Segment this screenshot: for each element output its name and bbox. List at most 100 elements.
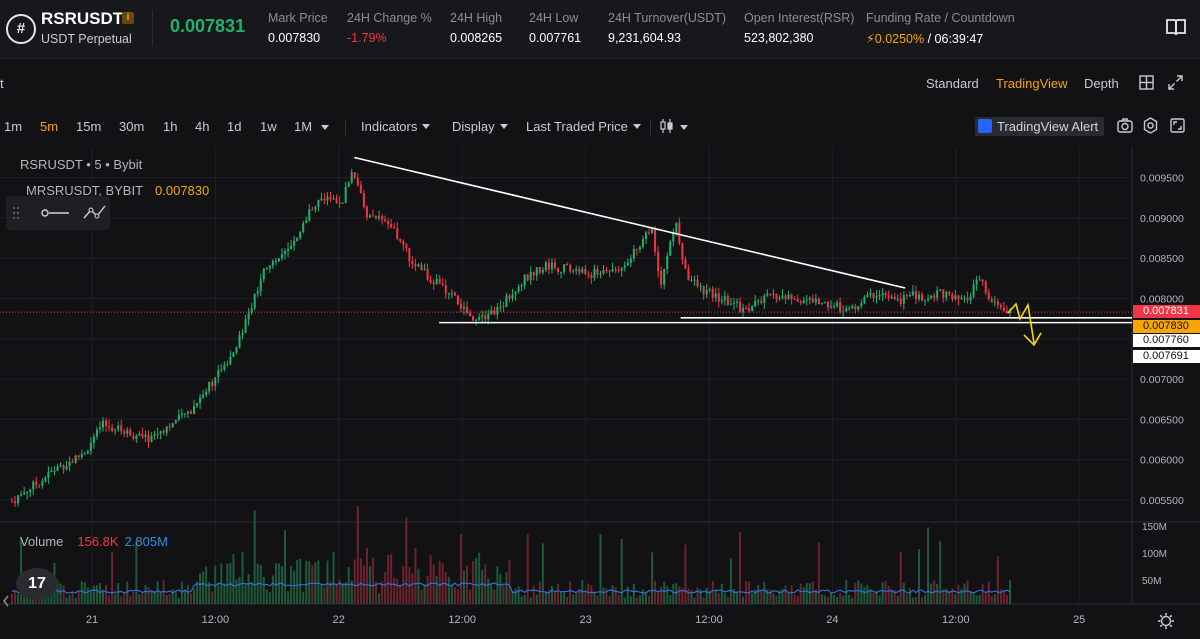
- tab-standard[interactable]: Standard: [926, 76, 979, 91]
- candle-body: [193, 405, 196, 414]
- volume-bar: [14, 590, 17, 604]
- indicators-dropdown[interactable]: Indicators: [361, 119, 431, 134]
- candle-body: [687, 268, 690, 281]
- tradingview-alert-button[interactable]: TradingView Alert: [975, 117, 1105, 136]
- volume-bar: [772, 593, 775, 604]
- candle-body: [590, 275, 593, 278]
- volume-bar: [287, 591, 290, 604]
- candlestick-type-icon[interactable]: [659, 118, 675, 134]
- candle-body: [338, 202, 341, 204]
- chart-type-caret-icon[interactable]: [680, 125, 688, 130]
- horizontal-line-tool-icon[interactable]: [40, 206, 70, 220]
- candle-body: [875, 296, 878, 298]
- volume-bar: [766, 589, 769, 604]
- scroll-left-arrow-icon[interactable]: [2, 594, 10, 608]
- info-icon[interactable]: i: [122, 12, 134, 24]
- candle-body: [59, 465, 62, 467]
- symbol-name[interactable]: RSRUSDT: [41, 9, 124, 28]
- candle-body: [508, 295, 511, 299]
- timeframe-30m[interactable]: 30m: [119, 119, 145, 134]
- drag-handle-icon[interactable]: [12, 205, 20, 221]
- volume-bar: [760, 590, 763, 604]
- volume-bar: [723, 593, 726, 604]
- timeframe-1d[interactable]: 1d: [227, 119, 242, 134]
- candle-body: [123, 431, 126, 434]
- volume-bar: [435, 575, 438, 604]
- volume-bar: [138, 594, 141, 604]
- candle-body: [672, 232, 675, 242]
- candle-body: [320, 198, 323, 201]
- timeframe-5m[interactable]: 5m: [40, 119, 59, 134]
- drawing-tools-panel: [6, 196, 110, 230]
- candle-body: [581, 269, 584, 273]
- volume-bar: [799, 583, 802, 604]
- candle-body: [735, 301, 738, 303]
- timeframe-1w[interactable]: 1w: [260, 119, 277, 134]
- volume-bar: [563, 592, 566, 604]
- candle-body: [478, 316, 481, 320]
- candle-body: [927, 298, 930, 300]
- candle-body: [432, 282, 435, 285]
- tab-depth[interactable]: Depth: [1084, 76, 1119, 91]
- timeframe-4h[interactable]: 4h: [195, 119, 210, 134]
- axis-settings-gear-icon[interactable]: [1157, 612, 1175, 630]
- timeframe-caret-icon[interactable]: [321, 125, 329, 130]
- candle-body: [969, 296, 972, 301]
- volume-bar: [95, 585, 98, 604]
- candle-body: [1005, 310, 1008, 314]
- time-tick-label: 23: [579, 614, 591, 626]
- drawing-annotations[interactable]: [354, 156, 1132, 347]
- time-axis[interactable]: 21 12:00 22 12:00 23 12:00 24 12:00 25: [86, 614, 1085, 626]
- candle-body: [238, 334, 241, 348]
- volume-bar: [359, 558, 362, 604]
- volume-bar: [732, 588, 735, 604]
- candle-body: [23, 492, 26, 495]
- volume-bar: [186, 585, 189, 604]
- volume-bar: [329, 581, 332, 604]
- timeframe-1m[interactable]: 1m: [4, 119, 23, 134]
- volume-bar: [265, 589, 268, 604]
- candle-body: [569, 265, 572, 272]
- volume-bar: [208, 582, 211, 604]
- volume-bar: [860, 583, 863, 604]
- left-edge-fragment: t: [0, 76, 4, 91]
- candle-body: [453, 292, 456, 296]
- expand-icon[interactable]: [1168, 75, 1183, 90]
- candle-body: [578, 268, 581, 273]
- volume-bar: [126, 581, 129, 604]
- stat-mark-price: Mark Price 0.007830: [268, 11, 328, 45]
- timeframe-1h[interactable]: 1h: [163, 119, 178, 134]
- timeframe-15m[interactable]: 15m: [76, 119, 102, 134]
- volume-bar: [790, 585, 793, 604]
- book-icon[interactable]: [1166, 18, 1186, 36]
- candle-body: [214, 377, 217, 386]
- tab-tradingview[interactable]: TradingView: [996, 76, 1068, 91]
- price-type-dropdown[interactable]: Last Traded Price: [526, 119, 641, 134]
- volume-bar: [626, 586, 629, 604]
- candle-body: [693, 279, 696, 281]
- settings-gear-icon[interactable]: [1142, 117, 1159, 134]
- path-tool-icon[interactable]: [82, 202, 108, 222]
- candle-body: [196, 403, 199, 406]
- volume-bar: [793, 594, 796, 604]
- candle-body: [262, 268, 265, 280]
- candle-body: [147, 434, 150, 442]
- candle-body: [368, 215, 371, 218]
- camera-icon[interactable]: [1117, 118, 1133, 133]
- volume-bar: [508, 560, 511, 604]
- layout-grid-icon[interactable]: [1139, 75, 1154, 90]
- candle-body: [924, 299, 927, 301]
- display-dropdown[interactable]: Display: [452, 119, 508, 134]
- volume-bar: [89, 590, 92, 604]
- candle-body: [866, 294, 869, 297]
- candle-body: [547, 262, 550, 270]
- volume-bar: [678, 586, 681, 604]
- volume-bar: [502, 585, 505, 604]
- price-chart[interactable]: 0.0095000.0090000.0085000.0080000.007500…: [0, 147, 1200, 639]
- volume-bar: [335, 583, 338, 604]
- candle-body: [651, 228, 654, 234]
- volume-bar: [778, 590, 781, 604]
- timeframe-1M[interactable]: 1M: [294, 119, 313, 134]
- candle-body: [487, 313, 490, 320]
- fullscreen-icon[interactable]: [1170, 118, 1185, 133]
